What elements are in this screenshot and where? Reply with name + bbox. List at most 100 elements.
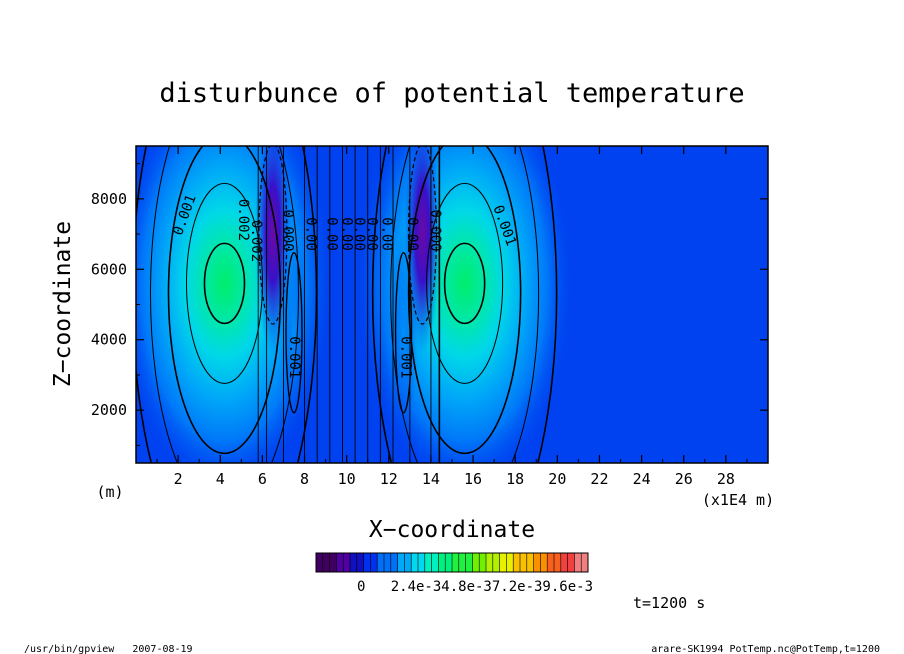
contour-small <box>394 251 413 414</box>
positive-anomaly-right <box>354 146 575 463</box>
x-axis: 2 4 6 8 10 12 14 16 18 20 22 24 26 28 <box>156 146 748 488</box>
y-tick-label: 6000 <box>91 260 127 278</box>
colorbar-cell <box>452 553 460 572</box>
x-tick-label: 24 <box>633 470 651 488</box>
colorbar-cell <box>533 553 541 572</box>
colorbar-cell <box>438 553 446 572</box>
colorbar-cell <box>560 553 569 572</box>
contour-label: 0.00 <box>378 217 394 251</box>
y-tick-label: 8000 <box>91 190 127 208</box>
contour-ring <box>185 182 263 384</box>
colorbar-cell <box>513 553 521 572</box>
contour-lines <box>136 146 558 463</box>
colorbar-cell <box>567 553 575 572</box>
small-positive-right <box>389 232 418 433</box>
y-tick-label: 4000 <box>91 331 127 349</box>
colorbar-cell <box>479 553 487 572</box>
x-tick-label: 16 <box>464 470 482 488</box>
y-axis-label: Z−coordinate <box>50 221 76 387</box>
colorbar-cell <box>329 553 337 572</box>
contour-ring <box>426 182 504 384</box>
colorbar-cell <box>363 553 371 572</box>
colorbar-cell <box>574 553 582 572</box>
colorbar-frame <box>315 552 589 573</box>
chart-title: disturbunce of potential temperature <box>159 78 744 109</box>
colorbar-labels: 0 2.4e-34.8e-37.2e-39.6e-3 <box>357 579 593 595</box>
contour-label: 0.00 <box>364 217 380 251</box>
contour-negative <box>407 146 438 325</box>
colorbar-cell <box>445 553 453 572</box>
colorbar-cell <box>418 553 426 572</box>
small-positive-left <box>280 232 308 433</box>
y-axis: 2000 4000 6000 8000 <box>91 163 768 446</box>
contour-label: 0.002 <box>235 199 251 241</box>
colorbar-cell <box>499 553 507 572</box>
x-tick-label: 2 <box>174 470 183 488</box>
contour-label: 0.00 <box>303 217 319 251</box>
colorbar-cell <box>397 553 405 572</box>
contour-label: 0.000 <box>279 209 295 251</box>
x-tick-label: 20 <box>548 470 566 488</box>
colorbar-cell <box>411 553 419 572</box>
colorbar-cell <box>343 553 351 572</box>
footer-left: /usr/bin/gpview 2007-08-19 <box>24 644 193 654</box>
plot-area <box>136 146 768 463</box>
contour-ring <box>390 146 540 463</box>
contour-ring <box>150 146 299 463</box>
contour-label: 0.001 <box>397 336 413 378</box>
x-tick-label: 12 <box>380 470 398 488</box>
colorbar-cell <box>540 553 548 572</box>
colorbar-cell <box>404 553 412 572</box>
x-unit-right: (x1E4 m) <box>702 491 774 509</box>
contour-label: 0.00 <box>404 217 420 251</box>
colorbar-cell <box>431 553 439 572</box>
x-tick-label: 8 <box>300 470 309 488</box>
colorbar-cell <box>465 553 473 572</box>
colorbar-cell <box>472 553 480 572</box>
contour-ring <box>167 146 282 455</box>
contour-ring <box>203 242 246 325</box>
colorbar-cell <box>336 553 344 572</box>
colorbar-cell <box>384 553 392 572</box>
colorbar-cell <box>486 553 494 572</box>
y-tick-label: 2000 <box>91 401 127 419</box>
colorbar-cell <box>520 553 528 572</box>
contour-label: 0.000 <box>427 209 443 251</box>
x-tick-label: 6 <box>258 470 267 488</box>
contour-negative <box>258 146 288 325</box>
x-tick-label: 18 <box>506 470 524 488</box>
colorbar-cell <box>547 553 555 572</box>
x-tick-label: 4 <box>216 470 225 488</box>
colorbar-cell <box>526 553 535 572</box>
x-tick-label: 14 <box>422 470 440 488</box>
x-tick-label: 28 <box>717 470 735 488</box>
contour-label: 0.001 <box>286 336 302 378</box>
contour-small <box>285 251 303 414</box>
colorbar-cell <box>458 553 467 572</box>
contour-label: 0.00 <box>351 217 367 251</box>
colorbar-cell <box>350 553 358 572</box>
contour-label: 0.002 <box>248 220 264 262</box>
colorbar-cell <box>370 553 378 572</box>
contour-label: 0.00 <box>324 217 340 251</box>
colorbar-cell <box>581 553 589 572</box>
x-tick-label: 22 <box>590 470 608 488</box>
colorbar-cell <box>377 553 385 572</box>
colorbar-cell <box>492 553 501 572</box>
contour-ring <box>136 146 318 463</box>
contour-ring <box>371 146 558 463</box>
colorbar-cell <box>390 553 399 572</box>
footer-right: arare-SK1994_PotTemp.nc@PotTemp,t=1200 <box>651 644 880 654</box>
x-unit-left: (m) <box>96 483 123 501</box>
contour-ring <box>443 242 486 325</box>
time-annotation: t=1200 s <box>633 594 705 612</box>
colorbar-cell <box>356 553 365 572</box>
colorbar-cell <box>506 553 514 572</box>
x-tick-label: 26 <box>675 470 693 488</box>
colorbar-cell <box>424 553 433 572</box>
colorbar-cell <box>554 553 562 572</box>
colorbar-cell <box>322 553 331 572</box>
x-tick-label: 10 <box>338 470 356 488</box>
x-axis-label: X−coordinate <box>369 517 535 543</box>
